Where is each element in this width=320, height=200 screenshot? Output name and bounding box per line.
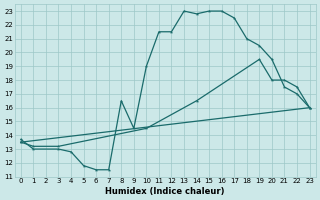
X-axis label: Humidex (Indice chaleur): Humidex (Indice chaleur): [106, 187, 225, 196]
